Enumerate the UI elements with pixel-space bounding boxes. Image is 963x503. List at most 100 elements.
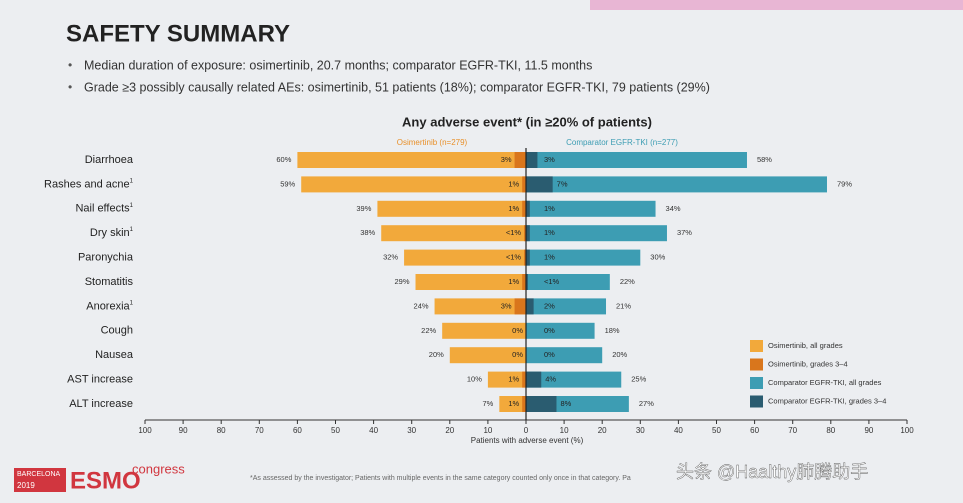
bullet-dot: • bbox=[68, 80, 72, 94]
bar bbox=[526, 176, 827, 193]
value-label: 38% bbox=[360, 228, 375, 237]
value-label: 30% bbox=[650, 253, 665, 262]
value-label: 1% bbox=[508, 204, 519, 213]
bar bbox=[526, 225, 530, 242]
value-label: 58% bbox=[757, 155, 772, 164]
x-tick-label: 30 bbox=[407, 426, 416, 435]
x-tick-label: 70 bbox=[788, 426, 797, 435]
bar bbox=[514, 152, 526, 168]
value-label: 1% bbox=[508, 375, 519, 384]
bar bbox=[526, 347, 603, 364]
bar bbox=[514, 298, 526, 315]
value-label: <1% bbox=[544, 277, 560, 286]
bar bbox=[522, 200, 526, 217]
value-label: 3% bbox=[501, 301, 512, 310]
bar bbox=[526, 274, 610, 290]
legend-swatch bbox=[750, 358, 763, 371]
value-label: 0% bbox=[544, 326, 555, 335]
bar bbox=[381, 225, 526, 242]
x-tick-label: 90 bbox=[864, 426, 873, 435]
bar bbox=[522, 274, 526, 290]
bar bbox=[526, 225, 667, 242]
value-label: 0% bbox=[512, 350, 523, 359]
value-label: 79% bbox=[837, 179, 852, 188]
legend-label: Comparator EGFR-TKI, all grades bbox=[768, 378, 882, 387]
bar bbox=[526, 322, 595, 339]
value-label: 0% bbox=[544, 350, 555, 359]
x-tick-label: 60 bbox=[750, 426, 759, 435]
bar bbox=[526, 152, 747, 168]
category-label: Anorexia1 bbox=[86, 300, 133, 312]
value-label: 1% bbox=[544, 253, 555, 262]
category-label: Cough bbox=[101, 325, 133, 337]
bullet: Grade ≥3 possibly causally related AEs: … bbox=[84, 80, 710, 94]
value-label: 37% bbox=[677, 228, 692, 237]
value-label: 1% bbox=[544, 228, 555, 237]
category-label: ALT increase bbox=[69, 398, 133, 410]
value-label: 1% bbox=[508, 399, 519, 408]
x-tick-label: 80 bbox=[826, 426, 835, 435]
value-label: 0% bbox=[512, 326, 523, 335]
value-label: 20% bbox=[612, 350, 627, 359]
bar bbox=[522, 176, 526, 193]
legend-swatch bbox=[750, 377, 763, 389]
bar bbox=[526, 249, 641, 266]
bar bbox=[526, 298, 607, 315]
value-label: 1% bbox=[508, 277, 519, 286]
x-axis-label: Patients with adverse event (%) bbox=[471, 436, 584, 445]
value-label: 24% bbox=[414, 301, 429, 310]
value-label: 32% bbox=[383, 253, 398, 262]
category-label: Rashes and acne1 bbox=[44, 178, 134, 190]
value-label: <1% bbox=[506, 228, 522, 237]
bar bbox=[415, 274, 526, 290]
value-label: 39% bbox=[356, 204, 371, 213]
value-label: 7% bbox=[557, 179, 568, 188]
value-label: 3% bbox=[501, 155, 512, 164]
category-mark: 1 bbox=[130, 178, 134, 184]
bar bbox=[377, 200, 526, 217]
x-tick-label: 70 bbox=[255, 426, 264, 435]
logo-city: BARCELONA bbox=[17, 471, 61, 478]
bar bbox=[449, 347, 526, 364]
value-label: 22% bbox=[620, 277, 635, 286]
value-label: 22% bbox=[421, 326, 436, 335]
x-tick-label: 50 bbox=[331, 426, 340, 435]
bar bbox=[526, 200, 530, 217]
category-label: Dry skin1 bbox=[90, 227, 134, 239]
category-label: Nail effects1 bbox=[75, 202, 133, 214]
bullet-dot: • bbox=[68, 58, 72, 72]
value-label: 60% bbox=[276, 155, 291, 164]
bar bbox=[442, 322, 526, 339]
title: SAFETY SUMMARY bbox=[66, 20, 290, 47]
value-label: 29% bbox=[394, 277, 409, 286]
watermark: 头条 @Haalthy肺腾助手 bbox=[676, 462, 868, 482]
bar bbox=[487, 371, 526, 388]
left-group-label: Osimertinib (n=279) bbox=[397, 138, 468, 147]
bar bbox=[522, 371, 526, 388]
value-label: 2% bbox=[544, 301, 555, 310]
bar bbox=[526, 298, 534, 315]
value-label: 1% bbox=[508, 179, 519, 188]
value-label: 3% bbox=[544, 155, 555, 164]
logo-box bbox=[14, 468, 66, 492]
chart-title: Any adverse event* (in ≥20% of patients) bbox=[402, 114, 652, 129]
legend-swatch bbox=[750, 340, 763, 352]
category-mark: 1 bbox=[130, 202, 134, 208]
logo-brand: ESMO bbox=[70, 467, 141, 494]
x-tick-label: 20 bbox=[445, 426, 454, 435]
footnote: *As assessed by the investigator; Patien… bbox=[250, 475, 631, 482]
x-tick-label: 50 bbox=[712, 426, 721, 435]
x-tick-label: 40 bbox=[674, 426, 683, 435]
x-tick-label: 10 bbox=[483, 426, 492, 435]
logo-word: congress bbox=[132, 461, 185, 476]
category-label: Paronychia bbox=[78, 252, 134, 264]
bar bbox=[499, 396, 526, 412]
bar bbox=[526, 371, 542, 388]
value-label: 21% bbox=[616, 301, 631, 310]
x-tick-label: 90 bbox=[179, 426, 188, 435]
legend-label: Osimertinib, grades 3–4 bbox=[768, 359, 848, 368]
category-label: AST increase bbox=[67, 374, 133, 386]
x-tick-label: 40 bbox=[369, 426, 378, 435]
